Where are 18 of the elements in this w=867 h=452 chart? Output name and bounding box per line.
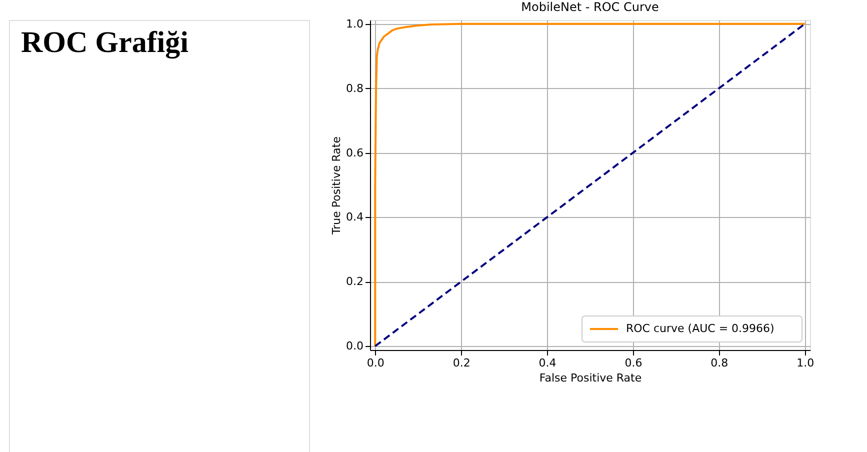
x-tick-label: 0.6 [624,356,642,370]
x-tick-label: 0.2 [452,356,470,370]
y-tick-label: 0.4 [346,210,364,224]
y-tick-label: 1.0 [346,17,364,30]
x-tick-label: 0.0 [366,356,384,370]
y-tick-label: 0.8 [346,82,364,95]
legend-label: ROC curve (AUC = 0.9966) [626,322,774,335]
y-axis-title: True Positive Rate [330,136,344,236]
x-tick-label: 0.8 [710,356,728,370]
y-tick-label: 0.0 [346,340,364,353]
y-tick-label: 0.2 [346,275,364,288]
x-tick-label: 1.0 [796,356,814,370]
x-axis-title: False Positive Rate [539,372,642,384]
chart-title: MobileNet - ROC Curve [521,0,659,14]
x-tick-label: 0.4 [538,356,556,370]
y-tick-label: 0.6 [346,146,364,160]
line-series [374,22,806,348]
text: ROC Grafiği [21,26,188,59]
